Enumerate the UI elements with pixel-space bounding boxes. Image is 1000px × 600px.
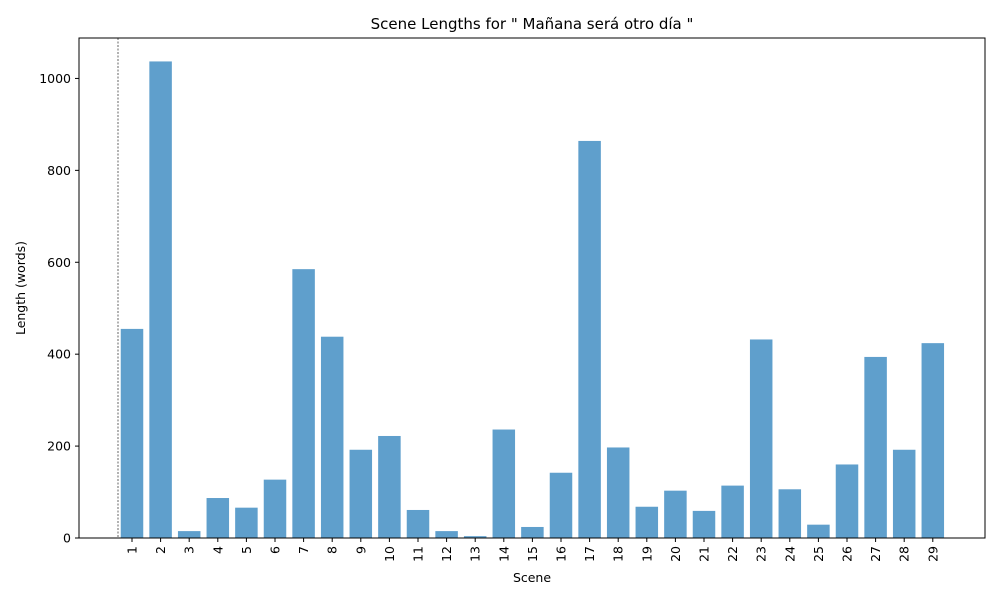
x-tick-label: 1	[125, 546, 140, 554]
bar-scene-5	[235, 507, 258, 538]
bar-scene-22	[721, 485, 744, 538]
x-tick-label: 7	[296, 546, 311, 554]
x-tick-label: 29	[925, 546, 940, 562]
bar-scene-1	[120, 328, 144, 538]
x-tick-label: 13	[468, 546, 483, 562]
bar-scene-3	[177, 531, 201, 538]
bar-scene-19	[635, 506, 659, 538]
x-tick-label: 18	[611, 546, 626, 562]
bar-scene-12	[435, 531, 458, 538]
bar-scene-9	[349, 449, 373, 538]
chart-title: Scene Lengths for " Mañana será otro día…	[371, 15, 694, 33]
x-tick-label: 10	[382, 546, 397, 562]
x-tick-label: 14	[496, 546, 511, 562]
x-tick-label: 15	[525, 546, 540, 562]
x-tick-label: 2	[153, 546, 168, 554]
plot-frame	[78, 37, 986, 539]
x-tick-label: 19	[639, 546, 654, 562]
x-tick-label: 9	[353, 546, 368, 554]
y-tick-label: 800	[47, 163, 71, 178]
bar-scene-13	[463, 536, 487, 538]
bar-scene-10	[378, 435, 401, 538]
x-tick-label: 25	[811, 546, 826, 562]
x-tick-label: 4	[210, 546, 225, 554]
y-axis-label: Length (words)	[13, 241, 28, 335]
bar-scene-18	[606, 447, 630, 538]
bar-scene-15	[521, 526, 544, 538]
x-tick-label: 21	[697, 546, 712, 562]
y-tick-label: 0	[63, 531, 71, 546]
bar-scene-11	[406, 509, 430, 538]
x-tick-label: 16	[554, 546, 569, 562]
bar-scene-6	[263, 479, 287, 538]
bar-scene-20	[664, 490, 687, 538]
x-tick-label: 5	[239, 546, 254, 554]
x-tick-label: 23	[754, 546, 769, 562]
bar-scene-4	[206, 498, 230, 538]
bar-scene-24	[778, 489, 802, 538]
x-tick-label: 17	[582, 546, 597, 562]
bar-scene-27	[864, 356, 887, 538]
x-tick-label: 3	[182, 546, 197, 554]
bar-scene-2	[149, 61, 172, 538]
x-axis-label: Scene	[513, 570, 551, 585]
x-tick-label: 6	[268, 546, 283, 554]
x-tick-label: 24	[782, 546, 797, 562]
y-tick-label: 200	[47, 439, 71, 454]
bar-scene-7	[292, 269, 315, 538]
x-tick-label: 11	[411, 546, 426, 562]
x-tick-label: 8	[325, 546, 340, 554]
bar-scene-26	[835, 464, 859, 538]
x-tick-label: 12	[439, 546, 454, 562]
y-tick-label: 400	[47, 347, 71, 362]
bar-scene-17	[578, 140, 601, 538]
x-tick-label: 27	[868, 546, 883, 562]
bar-scene-25	[807, 524, 830, 538]
x-tick-label: 22	[725, 546, 740, 562]
bar-scene-21	[692, 510, 716, 538]
bar-scene-23	[749, 339, 773, 538]
bar-scene-29	[921, 343, 945, 538]
x-tick-label: 26	[840, 546, 855, 562]
x-tick-label: 28	[897, 546, 912, 562]
bar-scene-16	[549, 472, 573, 538]
y-tick-label: 1000	[39, 71, 71, 86]
bar-scene-28	[892, 449, 916, 538]
x-tick-label: 20	[668, 546, 683, 562]
y-tick-label: 600	[47, 255, 71, 270]
bar-scene-8	[320, 336, 344, 538]
bar-scene-14	[492, 429, 516, 538]
